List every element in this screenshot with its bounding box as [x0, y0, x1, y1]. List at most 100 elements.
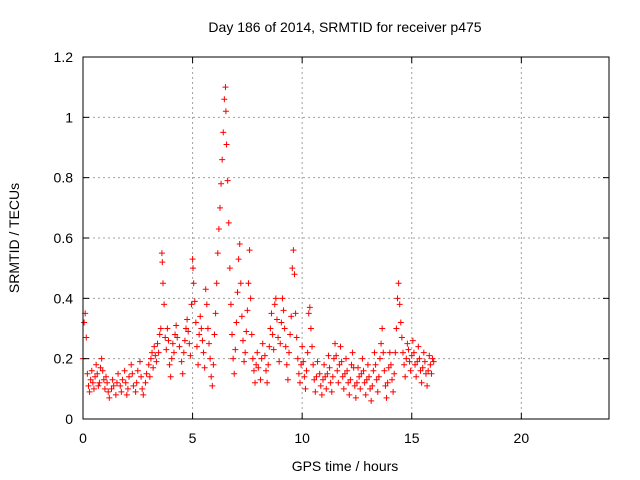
- data-point: [162, 334, 169, 341]
- data-point: [370, 367, 377, 374]
- data-point: [390, 388, 397, 395]
- data-point: [424, 382, 431, 389]
- x-tick-label: 15: [404, 430, 420, 446]
- data-point: [393, 325, 400, 332]
- chart-title: Day 186 of 2014, SRMTID for receiver p47…: [208, 19, 481, 35]
- data-point: [382, 382, 389, 389]
- data-point: [243, 328, 250, 335]
- data-point: [235, 256, 242, 263]
- data-point: [103, 373, 110, 380]
- data-point: [206, 340, 213, 347]
- data-point: [271, 301, 278, 308]
- data-point: [416, 355, 423, 362]
- data-point: [143, 370, 150, 377]
- data-point: [288, 313, 295, 320]
- data-point: [324, 370, 331, 377]
- data-point: [301, 373, 308, 380]
- data-point: [420, 349, 427, 356]
- data-point: [280, 307, 287, 314]
- data-point: [422, 370, 429, 377]
- data-point: [207, 355, 214, 362]
- data-point: [215, 225, 222, 232]
- data-point: [93, 361, 100, 368]
- data-point: [396, 301, 403, 308]
- data-point: [185, 328, 192, 335]
- data-point: [201, 364, 208, 371]
- data-point: [97, 364, 104, 371]
- data-point: [263, 367, 270, 374]
- data-point: [94, 370, 101, 377]
- data-point: [190, 265, 197, 272]
- data-point: [398, 334, 405, 341]
- data-point: [373, 376, 380, 383]
- data-point: [147, 355, 154, 362]
- data-point: [289, 265, 296, 272]
- data-point: [383, 394, 390, 401]
- data-point: [156, 331, 163, 338]
- data-point: [241, 358, 248, 365]
- data-point: [283, 361, 290, 368]
- x-tick-label: 5: [189, 430, 197, 446]
- data-point: [146, 373, 153, 380]
- data-point: [213, 280, 220, 287]
- data-point: [172, 331, 179, 338]
- data-point: [224, 177, 231, 184]
- data-point: [81, 319, 88, 326]
- data-point: [113, 379, 120, 386]
- data-point: [323, 385, 330, 392]
- data-point: [305, 310, 312, 317]
- data-point: [290, 247, 297, 254]
- data-point: [161, 301, 168, 308]
- data-point: [266, 343, 273, 350]
- data-point: [234, 289, 241, 296]
- data-point: [385, 364, 392, 371]
- data-point: [270, 346, 277, 353]
- data-point: [347, 376, 354, 383]
- y-axis-label: SRMTID / TECUs: [6, 183, 22, 293]
- data-point: [417, 367, 424, 374]
- data-point: [219, 156, 226, 163]
- data-point: [272, 295, 279, 302]
- data-point: [110, 382, 117, 389]
- x-tick-labels: 0 5 10 15 20: [79, 430, 529, 446]
- data-point: [279, 295, 286, 302]
- data-point: [181, 337, 188, 344]
- data-point: [368, 397, 375, 404]
- data-point: [140, 391, 147, 398]
- data-point: [287, 331, 294, 338]
- data-point: [281, 325, 288, 332]
- data-point: [340, 385, 347, 392]
- data-point: [154, 340, 161, 347]
- y-tick-label: 0: [65, 411, 73, 427]
- data-point: [351, 382, 358, 389]
- data-point: [374, 388, 381, 395]
- data-point: [186, 340, 193, 347]
- data-point: [86, 388, 93, 395]
- data-point: [376, 355, 383, 362]
- data-point: [222, 108, 229, 115]
- data-point: [121, 367, 128, 374]
- data-point: [269, 331, 276, 338]
- data-point: [178, 358, 185, 365]
- data-point: [399, 349, 406, 356]
- data-point: [406, 358, 413, 365]
- data-point: [259, 340, 266, 347]
- data-point: [409, 337, 416, 344]
- data-point: [339, 373, 346, 380]
- data-point: [334, 367, 341, 374]
- data-point: [231, 370, 238, 377]
- data-point: [198, 325, 205, 332]
- data-point: [413, 373, 420, 380]
- data-point: [218, 180, 225, 187]
- data-point: [362, 391, 369, 398]
- data-point: [92, 373, 99, 380]
- data-point: [195, 361, 202, 368]
- data-point: [338, 358, 345, 365]
- x-tick-label: 10: [294, 430, 310, 446]
- x-tick-label: 20: [514, 430, 530, 446]
- data-point: [309, 343, 316, 350]
- data-point: [168, 355, 175, 362]
- data-point: [304, 349, 311, 356]
- data-point: [96, 379, 103, 386]
- data-point: [229, 331, 236, 338]
